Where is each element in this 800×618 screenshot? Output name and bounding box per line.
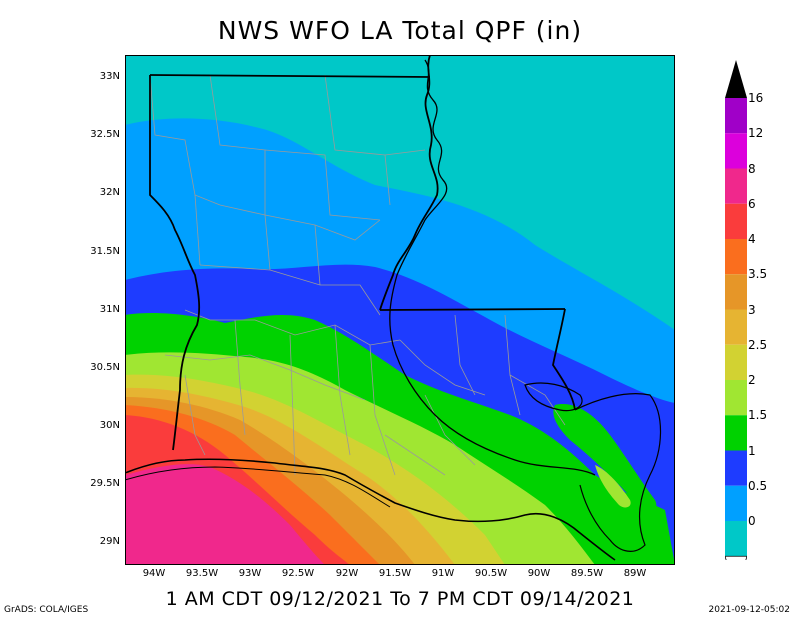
colorbar bbox=[725, 60, 747, 560]
colorbar-label: 2 bbox=[748, 373, 756, 387]
lon-label: 90W bbox=[527, 568, 551, 579]
colorbar-label: 4 bbox=[748, 232, 756, 246]
lon-label: 94W bbox=[142, 568, 166, 579]
lon-label: 93W bbox=[238, 568, 262, 579]
colorbar-label: 0.5 bbox=[748, 479, 768, 493]
lon-label: 91W bbox=[431, 568, 455, 579]
map-frame bbox=[125, 55, 675, 565]
colorbar-swatch bbox=[725, 98, 747, 134]
colorbar-swatch bbox=[725, 133, 747, 169]
map-title: NWS WFO LA Total QPF (in) bbox=[217, 16, 583, 45]
lat-label: 30N bbox=[99, 420, 120, 431]
colorbar-swatch bbox=[725, 450, 747, 486]
colorbar-swatch bbox=[725, 415, 747, 451]
lat-label: 32N bbox=[99, 187, 120, 198]
colorbar-swatch bbox=[725, 344, 747, 380]
lat-label: 29N bbox=[99, 536, 120, 547]
colorbar-swatch bbox=[725, 168, 747, 204]
colorbar-label: 16 bbox=[748, 91, 764, 105]
lon-label: 92W bbox=[335, 568, 359, 579]
colorbar-swatch bbox=[725, 309, 747, 345]
lake-pontchartrain bbox=[524, 382, 583, 412]
lat-label: 29.5N bbox=[90, 478, 120, 489]
colorbar-label: 3 bbox=[748, 303, 756, 317]
lat-label: 30.5N bbox=[90, 362, 120, 373]
qpf-map bbox=[125, 55, 675, 565]
grads-credit: GrADS: COLA/IGES bbox=[4, 605, 89, 615]
colorbar-label: 1 bbox=[748, 444, 756, 458]
colorbar-label: 0 bbox=[748, 514, 756, 528]
colorbar-max-arrow bbox=[725, 60, 747, 98]
colorbar-swatch bbox=[725, 203, 747, 239]
qpf-coastal-streak bbox=[553, 404, 657, 511]
time-range: 1 AM CDT 09/12/2021 To 7 PM CDT 09/14/20… bbox=[165, 588, 635, 610]
lon-label: 93.5W bbox=[185, 568, 219, 579]
mississippi-river bbox=[389, 59, 596, 476]
qpf-band-8 bbox=[125, 464, 325, 565]
colorbar-label: 6 bbox=[748, 197, 756, 211]
colorbar-swatch bbox=[725, 380, 747, 416]
lat-label: 31.5N bbox=[90, 246, 120, 257]
parish-boundaries bbox=[149, 74, 566, 476]
colorbar-label: 2.5 bbox=[748, 338, 768, 352]
gulf-coastline bbox=[125, 458, 616, 561]
lon-label: 91.5W bbox=[378, 568, 412, 579]
gulf-coastline-inner bbox=[125, 466, 391, 508]
state-boundaries bbox=[149, 55, 576, 451]
colorbar-min-arrow bbox=[725, 555, 747, 560]
colorbar-label: 1.5 bbox=[748, 408, 768, 422]
colorbar-label: 12 bbox=[748, 126, 764, 140]
lon-label: 89.5W bbox=[570, 568, 604, 579]
lon-label: 90.5W bbox=[474, 568, 508, 579]
lat-label: 31N bbox=[99, 304, 120, 315]
delta-outline bbox=[574, 393, 662, 552]
colorbar-swatch bbox=[725, 274, 747, 310]
lon-label: 92.5W bbox=[281, 568, 315, 579]
lat-label: 33N bbox=[99, 71, 120, 82]
lat-label: 32.5N bbox=[90, 129, 120, 140]
colorbar-label: 8 bbox=[748, 162, 756, 176]
qpf-coastal-streak-inner bbox=[595, 465, 631, 508]
colorbar-swatch bbox=[725, 521, 747, 557]
lon-label: 89W bbox=[623, 568, 647, 579]
colorbar-swatch bbox=[725, 485, 747, 521]
run-timestamp: 2021-09-12-05:02 bbox=[708, 605, 791, 615]
colorbar-swatch bbox=[725, 239, 747, 275]
colorbar-label: 3.5 bbox=[748, 267, 768, 281]
